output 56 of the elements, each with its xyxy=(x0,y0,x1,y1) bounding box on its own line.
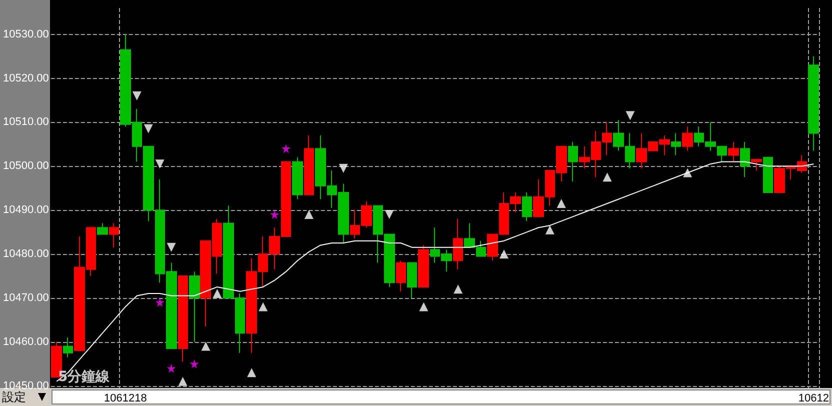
candlestick xyxy=(728,141,739,162)
point xyxy=(454,284,463,294)
candlestick xyxy=(682,126,693,152)
point xyxy=(270,210,280,219)
candlestick xyxy=(751,159,762,172)
point xyxy=(545,225,554,234)
candlestick xyxy=(178,275,188,362)
point xyxy=(419,302,428,312)
candlestick xyxy=(568,141,578,182)
point xyxy=(626,111,635,120)
point xyxy=(132,91,142,100)
y-tick-label: 10490.00 xyxy=(2,204,49,216)
point xyxy=(178,376,188,386)
candlestick xyxy=(763,156,773,194)
y-tick-label: 10480.00 xyxy=(2,248,49,260)
candlestick xyxy=(292,156,303,200)
y-tick-label: 10500.00 xyxy=(2,160,49,172)
point xyxy=(212,289,222,298)
y-tick-label: 10520.00 xyxy=(2,72,49,84)
point xyxy=(201,342,210,351)
candlestick xyxy=(97,222,108,235)
candlestick xyxy=(418,244,429,288)
candlestick xyxy=(671,132,681,156)
y-tick-label: 10470.00 xyxy=(2,292,49,304)
point xyxy=(155,298,164,307)
point xyxy=(602,172,612,182)
y-tick-label: 10510.00 xyxy=(2,116,49,128)
point xyxy=(338,164,348,173)
point xyxy=(499,250,508,259)
x-tick-label: 10612 xyxy=(798,392,830,404)
point xyxy=(258,302,268,312)
point xyxy=(556,198,566,208)
candlestick xyxy=(109,222,119,248)
y-tick-label: 10460.00 xyxy=(2,336,49,348)
candlestick xyxy=(189,271,200,342)
x-tick-label: 1061218 xyxy=(104,392,147,404)
candlestick xyxy=(453,218,463,270)
text: 設定 xyxy=(2,390,26,404)
point xyxy=(144,124,153,134)
line-series xyxy=(56,161,814,382)
candlestick xyxy=(740,141,750,178)
point xyxy=(190,359,199,368)
candlestick xyxy=(304,134,314,196)
point xyxy=(155,159,164,168)
candlestick xyxy=(407,262,417,298)
candlestick xyxy=(808,56,819,152)
point xyxy=(384,210,394,219)
point xyxy=(304,210,314,219)
candlestick xyxy=(63,336,73,358)
point xyxy=(247,368,256,378)
candlestick xyxy=(396,260,406,292)
candlestick xyxy=(522,192,532,222)
point xyxy=(166,242,176,252)
y-tick-label: 10530.00 xyxy=(2,28,49,40)
point xyxy=(166,364,176,373)
point xyxy=(282,144,291,154)
